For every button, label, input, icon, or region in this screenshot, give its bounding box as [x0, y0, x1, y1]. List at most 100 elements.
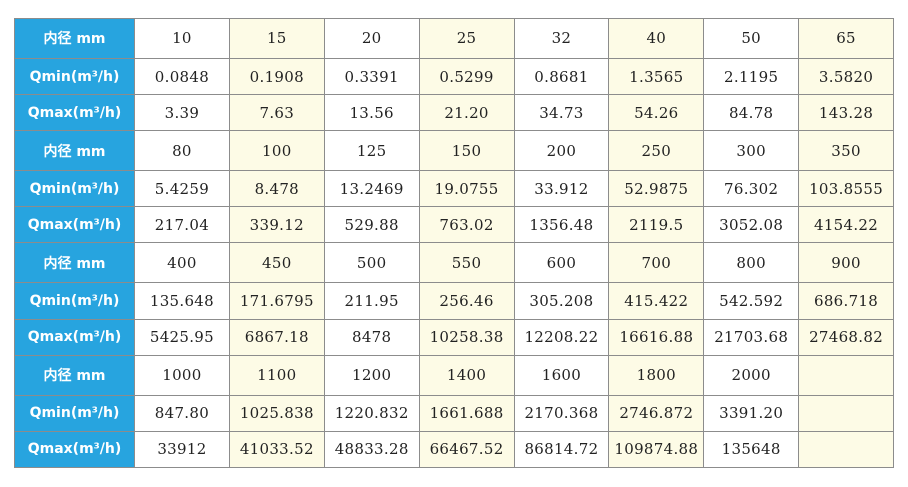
table-row: Qmax(m³/h) 3.39 7.63 13.56 21.20 34.73 54.26 84…	[14, 94, 894, 132]
value-cell: 8.478	[228, 170, 325, 208]
empty-cell	[798, 354, 894, 396]
row-header-label: Qmin(m³/h)	[14, 394, 135, 432]
value-cell: 3391.20	[703, 394, 800, 432]
value-cell: 3.39	[134, 94, 230, 132]
row-header-label: Qmax(m³/h)	[14, 318, 135, 356]
value-cell: 0.3391	[323, 57, 420, 96]
value-cell: 80	[134, 130, 230, 172]
value-cell: 13.56	[323, 94, 420, 132]
value-cell: 171.6795	[228, 282, 325, 320]
value-cell: 27468.82	[798, 318, 894, 356]
value-cell: 763.02	[418, 206, 515, 244]
value-cell: 700	[608, 242, 705, 284]
row-header-label: Qmin(m³/h)	[14, 170, 135, 208]
value-cell: 217.04	[134, 206, 230, 244]
value-cell: 200	[513, 130, 610, 172]
value-cell: 415.422	[608, 282, 705, 320]
value-cell: 1200	[323, 354, 420, 396]
value-cell: 6867.18	[228, 318, 325, 356]
table-row: Qmin(m³/h) 847.80 1025.838 1220.832 1661.688…	[14, 394, 894, 432]
value-cell: 10	[134, 18, 230, 59]
value-cell: 65	[798, 18, 894, 59]
value-cell: 1100	[228, 354, 325, 396]
flow-range-table-body: 内径 mm 10 15 20 25 32 40 50 65 Qmin(m³/h) 0.0848 0.1…	[14, 18, 894, 469]
value-cell: 50	[703, 18, 800, 59]
empty-cell	[798, 394, 894, 432]
value-cell: 33912	[134, 430, 230, 469]
value-cell: 5.4259	[134, 170, 230, 208]
row-header-label: 内径 mm	[14, 130, 135, 172]
value-cell: 339.12	[228, 206, 325, 244]
value-cell: 86814.72	[513, 430, 610, 469]
value-cell: 15	[228, 18, 325, 59]
value-cell: 350	[798, 130, 894, 172]
value-cell: 1220.832	[323, 394, 420, 432]
value-cell: 103.8555	[798, 170, 894, 208]
value-cell: 10258.38	[418, 318, 515, 356]
value-cell: 5425.95	[134, 318, 230, 356]
value-cell: 135648	[703, 430, 800, 469]
value-cell: 1600	[513, 354, 610, 396]
value-cell: 21703.68	[703, 318, 800, 356]
value-cell: 100	[228, 130, 325, 172]
row-header-label: Qmax(m³/h)	[14, 94, 135, 132]
value-cell: 1.3565	[608, 57, 705, 96]
value-cell: 109874.88	[608, 430, 705, 469]
value-cell: 686.718	[798, 282, 894, 320]
value-cell: 1800	[608, 354, 705, 396]
value-cell: 550	[418, 242, 515, 284]
value-cell: 529.88	[323, 206, 420, 244]
value-cell: 1000	[134, 354, 230, 396]
value-cell: 3.5820	[798, 57, 894, 96]
value-cell: 0.0848	[134, 57, 230, 96]
value-cell: 542.592	[703, 282, 800, 320]
value-cell: 800	[703, 242, 800, 284]
value-cell: 33.912	[513, 170, 610, 208]
value-cell: 7.63	[228, 94, 325, 132]
empty-cell	[798, 430, 894, 469]
value-cell: 54.26	[608, 94, 705, 132]
value-cell: 0.1908	[228, 57, 325, 96]
value-cell: 143.28	[798, 94, 894, 132]
value-cell: 150	[418, 130, 515, 172]
value-cell: 1025.838	[228, 394, 325, 432]
table-row: Qmax(m³/h) 217.04 339.12 529.88 763.02 1356.4…	[14, 206, 894, 244]
value-cell: 41033.52	[228, 430, 325, 469]
value-cell: 300	[703, 130, 800, 172]
row-header-label: 内径 mm	[14, 354, 135, 396]
table-row: Qmax(m³/h) 5425.95 6867.18 8478 10258.38 1220…	[14, 318, 894, 356]
value-cell: 52.9875	[608, 170, 705, 208]
value-cell: 1400	[418, 354, 515, 396]
value-cell: 2170.368	[513, 394, 610, 432]
value-cell: 400	[134, 242, 230, 284]
table-row: Qmin(m³/h) 0.0848 0.1908 0.3391 0.5299 0.8681…	[14, 57, 894, 96]
table-row: 内径 mm 80 100 125 150 200 250 300 350	[14, 130, 894, 172]
value-cell: 21.20	[418, 94, 515, 132]
value-cell: 32	[513, 18, 610, 59]
row-header-label: Qmin(m³/h)	[14, 57, 135, 96]
row-header-label: 内径 mm	[14, 18, 135, 59]
value-cell: 12208.22	[513, 318, 610, 356]
value-cell: 34.73	[513, 94, 610, 132]
value-cell: 450	[228, 242, 325, 284]
table-row: 内径 mm 400 450 500 550 600 700 800 900	[14, 242, 894, 284]
value-cell: 600	[513, 242, 610, 284]
table-row: Qmax(m³/h) 33912 41033.52 48833.28 66467.52 8…	[14, 430, 894, 469]
flow-range-table: 内径 mm 10 15 20 25 32 40 50 65 Qmin(m³/h) 0.0848 0.1…	[14, 18, 894, 469]
value-cell: 2000	[703, 354, 800, 396]
value-cell: 256.46	[418, 282, 515, 320]
value-cell: 135.648	[134, 282, 230, 320]
row-header-label: Qmax(m³/h)	[14, 430, 135, 469]
value-cell: 40	[608, 18, 705, 59]
value-cell: 250	[608, 130, 705, 172]
value-cell: 211.95	[323, 282, 420, 320]
value-cell: 0.5299	[418, 57, 515, 96]
row-header-label: Qmax(m³/h)	[14, 206, 135, 244]
value-cell: 847.80	[134, 394, 230, 432]
value-cell: 500	[323, 242, 420, 284]
value-cell: 0.8681	[513, 57, 610, 96]
table-row: Qmin(m³/h) 135.648 171.6795 211.95 256.46 305…	[14, 282, 894, 320]
value-cell: 2746.872	[608, 394, 705, 432]
value-cell: 900	[798, 242, 894, 284]
value-cell: 8478	[323, 318, 420, 356]
